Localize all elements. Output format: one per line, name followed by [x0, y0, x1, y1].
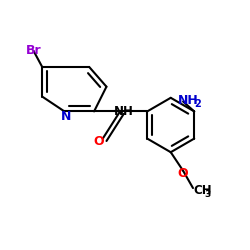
- Text: NH: NH: [114, 105, 134, 118]
- Text: CH: CH: [193, 184, 212, 197]
- Text: Br: Br: [26, 44, 41, 57]
- Text: 2: 2: [194, 99, 201, 109]
- Text: N: N: [60, 110, 71, 123]
- Text: NH: NH: [178, 94, 199, 107]
- Text: O: O: [178, 167, 188, 180]
- Text: O: O: [94, 134, 104, 147]
- Text: 3: 3: [205, 190, 211, 199]
